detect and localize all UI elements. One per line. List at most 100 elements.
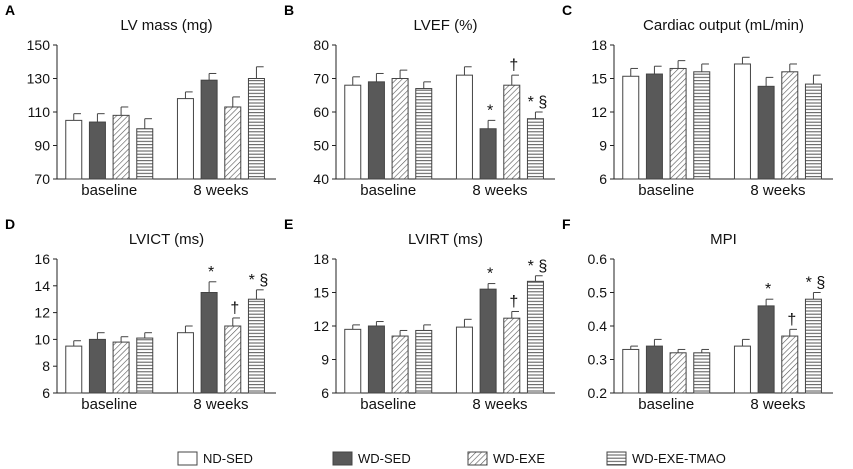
y-tick-label: 0.3 (588, 352, 608, 368)
bar-wd-exe-tmao (526, 118, 544, 180)
panel-title: LVICT (ms) (129, 231, 204, 248)
y-tick-label: 6 (599, 171, 607, 187)
significance-marker: † (509, 57, 518, 74)
bar-wd-exe (391, 78, 409, 180)
bar-nd-sed (622, 348, 640, 394)
bar-nd-sed (733, 63, 751, 180)
bar-wd-exe-tmao (526, 280, 544, 394)
significance-marker: * (487, 266, 493, 283)
panel-a: A LV mass (mg) 70 90 110 130 150 baseline 8 week… (5, 2, 276, 199)
significance-marker: * § (528, 258, 548, 275)
significance-marker: * (765, 281, 771, 298)
bar-nd-sed (344, 328, 362, 394)
bar-wd-sed (645, 345, 663, 394)
x-group-label: baseline (360, 396, 416, 413)
x-group-label: baseline (638, 182, 694, 199)
y-tick-label: 130 (27, 71, 51, 87)
y-tick-label: 70 (313, 71, 329, 87)
bar-wd-exe (224, 325, 242, 394)
panel-b: B LVEF (%) 40 50 60 70 80 baseline * † * § 8 weeks (284, 2, 555, 199)
y-tick-label: 110 (28, 104, 51, 120)
bar-nd-sed (733, 345, 751, 394)
panel-letter: A (5, 2, 15, 18)
x-group-label: 8 weeks (472, 396, 527, 413)
bar-nd-sed (65, 345, 83, 394)
bar-wd-exe-tmao (247, 78, 265, 180)
y-tick-label: 12 (313, 318, 329, 334)
significance-marker: * § (249, 272, 269, 289)
bar-wd-exe-tmao (136, 128, 154, 180)
bar-wd-sed (479, 288, 497, 394)
panel-letter: D (5, 216, 15, 232)
significance-marker: † (230, 300, 239, 317)
bar-wd-sed (367, 325, 385, 394)
legend-item-wd-sed: WD-SED (332, 451, 411, 466)
legend-label: ND-SED (203, 451, 253, 466)
x-group-label: baseline (638, 396, 694, 413)
x-group-label: 8 weeks (193, 182, 248, 199)
bar-wd-exe (391, 335, 409, 394)
x-group-label: 8 weeks (750, 396, 805, 413)
panel-title: LVEF (%) (414, 17, 478, 34)
bar-wd-sed (88, 121, 106, 180)
y-tick-label: 9 (321, 352, 329, 368)
x-group-label: 8 weeks (472, 182, 527, 199)
bar-wd-exe (503, 84, 521, 180)
bar-wd-sed (367, 81, 385, 180)
legend-swatch (606, 451, 627, 466)
bar-wd-exe (669, 352, 687, 394)
bar-wd-exe (112, 341, 130, 394)
panel-letter: E (284, 216, 293, 232)
bar-nd-sed (455, 74, 473, 180)
bar-wd-sed (200, 292, 218, 394)
significance-marker: * (208, 264, 214, 281)
y-tick-label: 40 (313, 171, 329, 187)
chart-panels: A LV mass (mg) 70 90 110 130 150 baseline 8 week… (5, 2, 833, 413)
y-tick-label: 60 (313, 104, 329, 120)
y-tick-label: 10 (34, 331, 50, 347)
bar-wd-exe-tmao (415, 329, 433, 394)
bar-wd-exe (781, 335, 799, 394)
legend-item-nd-sed: ND-SED (177, 451, 253, 466)
y-tick-label: 18 (313, 251, 329, 267)
y-tick-label: 18 (591, 37, 607, 53)
bar-wd-exe-tmao (804, 298, 822, 394)
panel-letter: C (562, 2, 572, 18)
bar-nd-sed (622, 75, 640, 180)
legend-label: WD-EXE (493, 451, 545, 466)
legend-label: WD-EXE-TMAO (632, 451, 726, 466)
bar-nd-sed (455, 326, 473, 394)
bar-wd-sed (757, 85, 775, 180)
y-tick-label: 14 (34, 278, 50, 294)
y-tick-label: 80 (313, 37, 329, 53)
significance-marker: † (509, 293, 518, 310)
bar-wd-sed (479, 128, 497, 180)
legend-swatch (332, 451, 353, 466)
significance-marker: * § (806, 275, 826, 292)
x-group-label: 8 weeks (750, 182, 805, 199)
y-tick-label: 50 (313, 138, 329, 154)
legend: ND-SED WD-SED WD-EXE WD-EXE-TMAO (177, 451, 726, 466)
panel-f: F MPI 0.2 0.3 0.4 0.5 0.6 baseline * † * § 8 weeks (562, 216, 833, 413)
bar-wd-exe-tmao (415, 88, 433, 180)
y-tick-label: 6 (42, 385, 50, 401)
y-tick-label: 16 (34, 251, 50, 267)
bar-wd-sed (200, 79, 218, 180)
significance-marker: † (787, 311, 796, 328)
panel-letter: F (562, 216, 571, 232)
y-tick-label: 15 (591, 71, 607, 87)
bar-nd-sed (176, 332, 194, 394)
panel-title: LV mass (mg) (120, 17, 212, 34)
panel-c: C Cardiac output (mL/min) 6 9 12 15 18 baseline… (562, 2, 833, 199)
x-group-label: baseline (81, 182, 137, 199)
legend-item-wd-exe: WD-EXE (467, 451, 545, 466)
bar-wd-sed (88, 338, 106, 394)
bar-wd-exe (224, 106, 242, 180)
y-tick-label: 150 (27, 37, 51, 53)
x-group-label: baseline (360, 182, 416, 199)
y-tick-label: 0.4 (588, 318, 608, 334)
y-tick-label: 90 (34, 138, 50, 154)
y-tick-label: 70 (34, 171, 50, 187)
legend-swatch (467, 451, 488, 466)
